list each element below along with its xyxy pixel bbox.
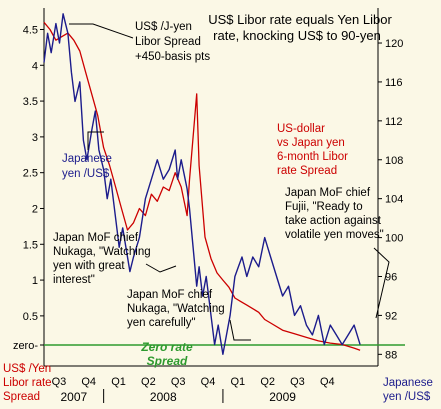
red-series-label-3: 6-month Libor <box>277 151 348 163</box>
quarter-label: Q1 <box>230 376 245 388</box>
nukaga2-label-1: Japan MoF chief <box>127 289 213 301</box>
year-label: 2008 <box>150 390 177 404</box>
nukaga1-label-1: Japan MoF chief <box>53 232 139 244</box>
left-tick-label: 4 <box>32 60 38 72</box>
nukaga1-label-3: yen with great <box>53 260 125 272</box>
left-tick-label: 2 <box>32 203 38 215</box>
spread-top-label-3: +450-basis pts <box>135 51 210 63</box>
left-tick-label: 1 <box>32 275 38 287</box>
quarter-label: Q2 <box>141 376 156 388</box>
leader-fujii <box>373 247 390 319</box>
quarter-label: Q2 <box>260 376 275 388</box>
series <box>43 13 361 355</box>
right-tick-label: 120 <box>385 38 403 50</box>
left-tick-label: 3 <box>32 132 38 144</box>
left-axis-label-1: US$ /Yen <box>3 363 51 375</box>
right-tick-label: 104 <box>385 194 403 206</box>
right-tick-label: 92 <box>385 310 397 322</box>
right-axis-label-1: Japanese <box>383 377 433 389</box>
left-axis-label-2: Libor rate <box>3 377 52 389</box>
left-axis-label-3: Spread <box>3 391 40 403</box>
leader-spread-top <box>69 23 134 39</box>
chart-title-line-2: rate, knocking US$ to 90-yen <box>213 28 381 43</box>
right-tick-label: 88 <box>385 349 397 361</box>
quarter-label: Q4 <box>81 376 96 388</box>
right-tick-label: 108 <box>385 155 403 167</box>
left-tick-label: 3.5 <box>23 96 38 108</box>
quarter-label: Q3 <box>52 376 67 388</box>
zero-spread-label-2: Spread <box>147 354 188 368</box>
yen-series-label-1: Japanese <box>62 153 112 165</box>
yen-series-label-2: yen /US$ <box>62 168 110 180</box>
fujii-label-1: Japan MoF chief <box>285 187 371 199</box>
red-series-label-2: vs Japan yen <box>277 137 345 149</box>
year-label: 2009 <box>269 390 296 404</box>
quarter-label: Q4 <box>320 376 335 388</box>
fujii-label-2: Fujii, "Ready to <box>285 201 363 213</box>
right-tick-label: 96 <box>385 272 397 284</box>
left-tick-label: 1.5 <box>23 239 38 251</box>
fujii-label-3: take action against <box>285 215 382 227</box>
left-tick-label: 4.5 <box>23 24 38 36</box>
year-label: 2007 <box>60 390 87 404</box>
quarter-label: Q1 <box>111 376 126 388</box>
libor-spread-line <box>43 21 361 351</box>
leader-lines <box>69 23 390 341</box>
quarter-label: Q3 <box>290 376 305 388</box>
zero-spread-label-1: Zero rate <box>140 340 193 354</box>
right-axis: 88 92 96 100 104 108 112 116 120 <box>377 8 403 366</box>
right-axis-label-2: yen /US$ <box>383 391 431 403</box>
fujii-label-4: volatile yen moves" <box>285 229 384 241</box>
leader-yen <box>87 131 104 150</box>
quarter-label: Q3 <box>171 376 186 388</box>
right-tick-label: 116 <box>385 77 403 89</box>
nukaga2-label-2: Nukaga, "Watching <box>127 303 225 315</box>
yen-usd-line <box>43 13 361 355</box>
left-tick-label: zero- <box>13 340 38 352</box>
left-tick-label: 2.5 <box>23 168 38 180</box>
right-tick-label: 100 <box>385 233 403 245</box>
red-series-label-4: rate Spread <box>277 165 337 177</box>
chart-title-line-1: US$ Libor rate equals Yen Libor <box>208 12 392 27</box>
left-axis: zero- 0.5 1 1.5 2 2.5 3 3.5 4 4.5 <box>13 8 45 366</box>
quarter-label: Q4 <box>201 376 216 388</box>
left-tick-label: 0.5 <box>23 311 38 323</box>
nukaga1-label-2: Nukaga, "Watching <box>53 246 151 258</box>
x-axis: Q3 Q4 Q1 Q2 Q3 Q4 Q1 Q2 Q3 Q4 2007 2008 2009 <box>44 365 378 404</box>
nukaga2-label-3: yen carefully" <box>127 317 196 329</box>
leader-nukaga2 <box>229 319 251 341</box>
nukaga1-label-4: interest" <box>53 274 95 286</box>
right-tick-label: 112 <box>385 116 403 128</box>
leader-nukaga1 <box>145 263 177 273</box>
spread-top-label-1: US$ /J-yen <box>135 21 192 33</box>
red-series-label-1: US-dollar <box>277 123 325 135</box>
spread-top-label-2: Libor Spread <box>135 36 201 48</box>
